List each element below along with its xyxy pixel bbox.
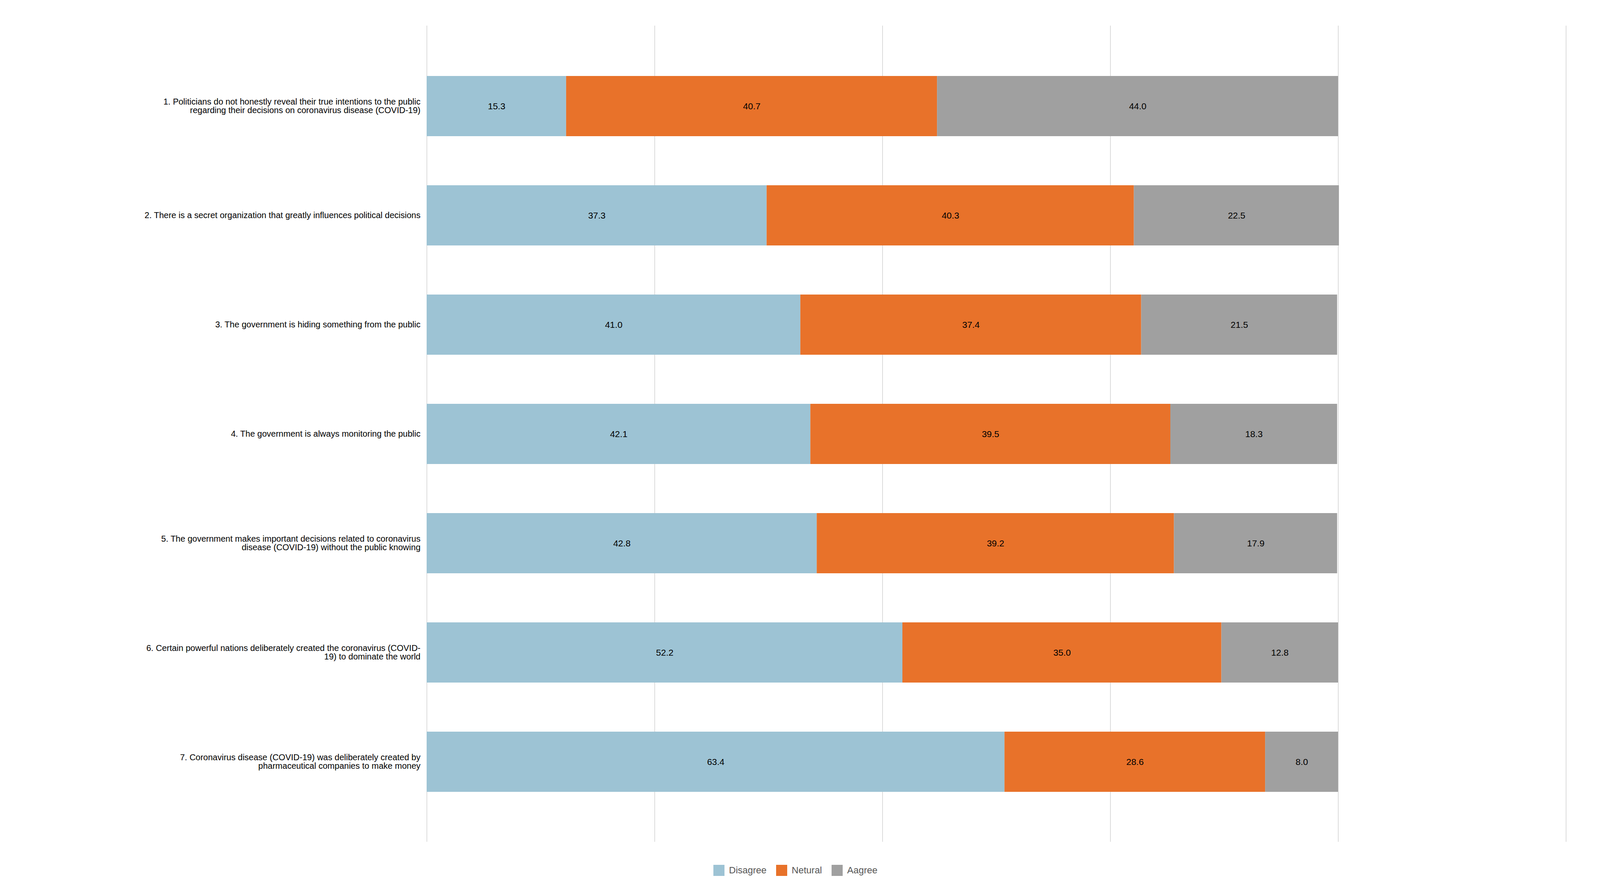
svg-text:8.0: 8.0 <box>1295 756 1308 767</box>
svg-text:4. The government is always mo: 4. The government is always monitoring t… <box>230 428 421 439</box>
svg-text:7. Coronavirus disease (COVID-: 7. Coronavirus disease (COVID-19) was de… <box>180 752 421 771</box>
html-text:Aagree: Aagree <box>847 864 878 875</box>
svg-text:5. The government makes import: 5. The government makes important decisi… <box>161 533 421 552</box>
svg-text:40.3: 40.3 <box>941 210 960 221</box>
svg-text:52.2: 52.2 <box>656 647 674 658</box>
svg-text:42.1: 42.1 <box>610 428 628 439</box>
html-text:Disagree: Disagree <box>728 864 767 875</box>
svg-text:22.5: 22.5 <box>1227 210 1246 221</box>
svg-text:1. Politicians do not honestly: 1. Politicians do not honestly reveal th… <box>163 96 421 115</box>
svg-text:15.3: 15.3 <box>487 101 506 111</box>
svg-text:6. Certain powerful nations de: 6. Certain powerful nations deliberately… <box>146 642 421 661</box>
svg-text:18.3: 18.3 <box>1245 428 1263 439</box>
svg-text:35.0: 35.0 <box>1053 647 1071 658</box>
svg-text:39.5: 39.5 <box>981 428 1000 439</box>
svg-text:39.2: 39.2 <box>986 538 1005 548</box>
svg-text:37.4: 37.4 <box>962 319 980 330</box>
svg-text:3. The government is hiding so: 3. The government is hiding something fr… <box>215 319 421 329</box>
svg-text:2. There is a secret organizat: 2. There is a secret organization that g… <box>144 210 421 220</box>
svg-text:44.0: 44.0 <box>1128 101 1147 111</box>
svg-text:21.5: 21.5 <box>1230 319 1248 330</box>
svg-text:12.8: 12.8 <box>1271 647 1289 658</box>
html-text:Netural: Netural <box>791 864 822 875</box>
svg-text:40.7: 40.7 <box>743 101 761 111</box>
svg-text:37.3: 37.3 <box>587 210 606 221</box>
svg-text:17.9: 17.9 <box>1247 538 1265 548</box>
svg-text:42.8: 42.8 <box>613 538 631 548</box>
svg-text:41.0: 41.0 <box>605 319 623 330</box>
svg-text:28.6: 28.6 <box>1126 756 1144 767</box>
svg-text:63.4: 63.4 <box>706 756 725 767</box>
